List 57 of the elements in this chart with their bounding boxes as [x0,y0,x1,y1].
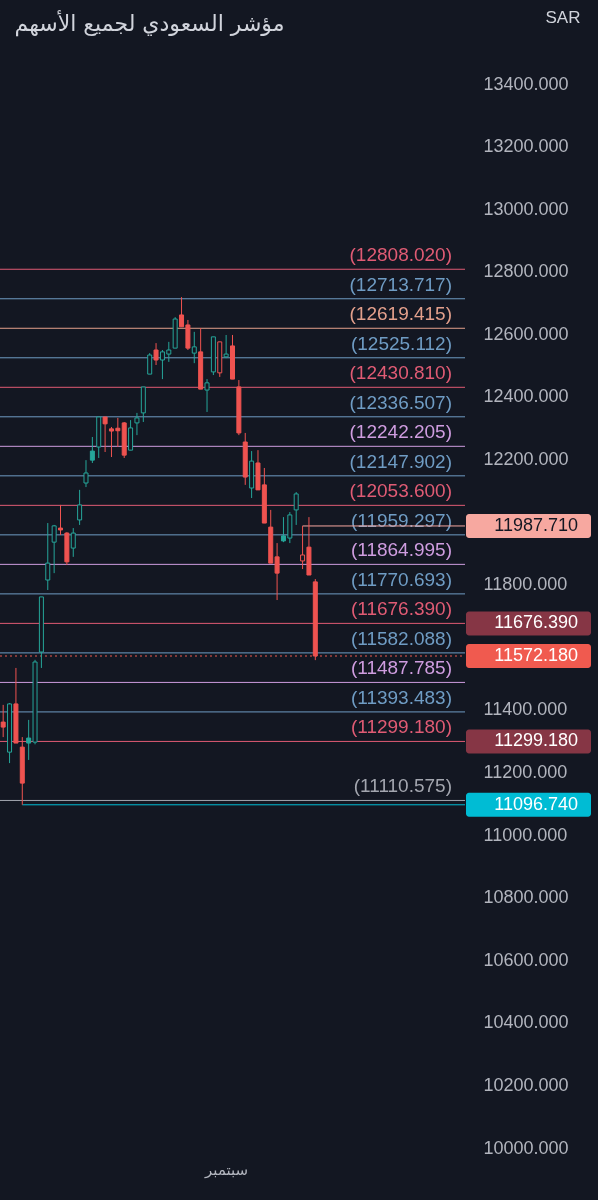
annotation: (12619.415) [349,303,452,325]
y-tick-label: 11800.000 [483,574,568,595]
annotation: (12336.507) [349,391,452,413]
ref-line-label: 11299.180 [494,730,578,751]
y-tick-label: 12200.000 [483,449,569,470]
candlestick [293,491,299,526]
ref-line-label: 11676.390 [494,612,578,633]
annotation: (11299.180) [350,716,452,738]
chart-title: مؤشر السعودي لجميع الأسهم [14,10,285,37]
y-tick-label: 10600.000 [483,949,569,970]
y-tick-label: 13000.000 [483,198,569,219]
candlestick [128,419,134,451]
candlestick [83,459,89,488]
y-tick-label: 13200.000 [483,136,569,157]
candlestick [51,524,57,574]
candlestick [45,522,51,591]
y-tick-label: 13400.000 [483,73,569,94]
y-tick-label: 12600.000 [483,323,569,344]
annotation: (12713.717) [349,273,452,295]
candlestick [134,412,140,436]
y-tick-label: 10800.000 [483,887,569,908]
x-tick-label: سبتمبر [204,1160,249,1179]
annotation: (11864.995) [350,539,452,561]
y-tick-label: 10000.000 [483,1137,569,1158]
annotation: (12430.810) [349,362,452,384]
annotation: (11582.088) [350,627,452,649]
y-tick-label: 10200.000 [483,1074,569,1095]
y-tick-label: 11200.000 [483,761,568,782]
candlestick [153,342,159,366]
ref-line-label: 11572.180 [494,645,578,665]
annotation: (12525.112) [350,332,452,354]
annotation: (11393.483) [350,686,452,708]
candlestick [70,527,76,558]
annotation: (11110.575) [353,775,452,797]
annotation: (11770.693) [350,568,452,590]
annotation: (11676.390) [350,598,452,620]
candlestick [191,331,197,364]
annotation: (12242.205) [349,421,452,443]
y-axis-title: SAR [545,7,581,27]
ref-line-label: 11987.710 [494,514,578,535]
y-tick-label: 12800.000 [483,261,569,282]
y-tick-label: 10400.000 [483,1012,569,1033]
y-tick-label: 11400.000 [483,699,568,720]
annotation: (12808.020) [349,244,452,266]
candlestick [89,436,95,464]
annotation: (12147.902) [349,450,452,472]
candlestick [102,416,108,453]
ref-line-label: 11096.740 [494,793,578,814]
candlestick [0,704,6,738]
candlestick [147,352,153,375]
y-tick-label: 12400.000 [483,386,569,407]
y-tick-label: 11000.000 [483,824,568,845]
candlestick [204,378,210,413]
annotation: (11487.785) [350,657,452,679]
candlestick [77,489,83,526]
annotation: (12053.600) [349,480,452,502]
candlestick [58,504,64,536]
